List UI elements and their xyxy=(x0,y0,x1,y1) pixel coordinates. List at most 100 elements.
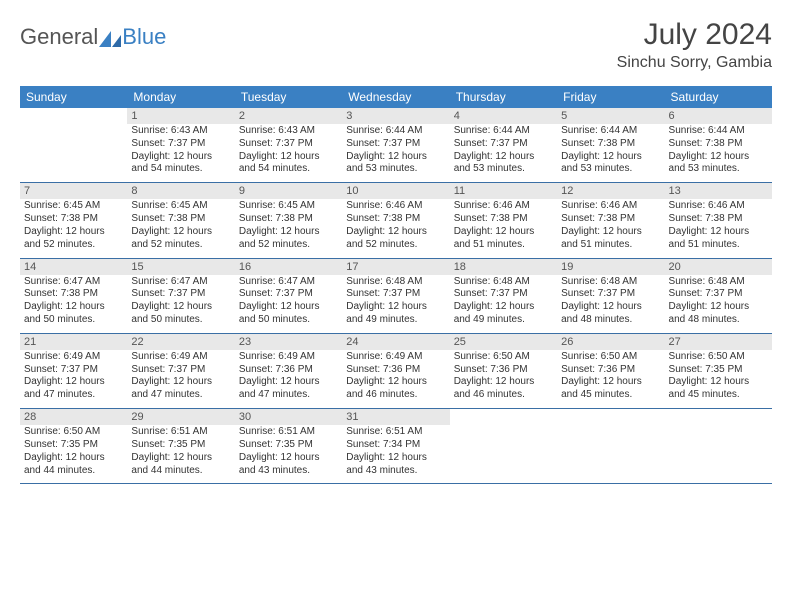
week-row: 21Sunrise: 6:49 AMSunset: 7:37 PMDayligh… xyxy=(20,334,772,409)
day-cell: 6Sunrise: 6:44 AMSunset: 7:38 PMDaylight… xyxy=(665,108,772,182)
sunset-line: Sunset: 7:38 PM xyxy=(239,213,338,226)
dow-cell: Sunday xyxy=(20,86,127,108)
day-number: 24 xyxy=(342,334,449,350)
daylight-line: Daylight: 12 hours and 46 minutes. xyxy=(454,376,553,402)
day-number: 19 xyxy=(557,259,664,275)
day-body: Sunrise: 6:45 AMSunset: 7:38 PMDaylight:… xyxy=(127,199,234,257)
day-cell: 26Sunrise: 6:50 AMSunset: 7:36 PMDayligh… xyxy=(557,334,664,408)
day-number: 25 xyxy=(450,334,557,350)
sunset-line: Sunset: 7:37 PM xyxy=(454,288,553,301)
sunrise-line: Sunrise: 6:48 AM xyxy=(669,276,768,289)
day-cell xyxy=(450,409,557,483)
sunrise-line: Sunrise: 6:46 AM xyxy=(561,200,660,213)
day-body: Sunrise: 6:49 AMSunset: 7:36 PMDaylight:… xyxy=(342,350,449,408)
sunset-line: Sunset: 7:36 PM xyxy=(239,364,338,377)
sunrise-line: Sunrise: 6:47 AM xyxy=(239,276,338,289)
dow-cell: Saturday xyxy=(665,86,772,108)
sunset-line: Sunset: 7:35 PM xyxy=(239,439,338,452)
day-body: Sunrise: 6:44 AMSunset: 7:37 PMDaylight:… xyxy=(450,124,557,182)
sunrise-line: Sunrise: 6:48 AM xyxy=(346,276,445,289)
sunrise-line: Sunrise: 6:49 AM xyxy=(239,351,338,364)
day-cell: 28Sunrise: 6:50 AMSunset: 7:35 PMDayligh… xyxy=(20,409,127,483)
sunrise-line: Sunrise: 6:50 AM xyxy=(561,351,660,364)
daylight-line: Daylight: 12 hours and 53 minutes. xyxy=(669,151,768,177)
day-body: Sunrise: 6:47 AMSunset: 7:37 PMDaylight:… xyxy=(127,275,234,333)
day-cell: 4Sunrise: 6:44 AMSunset: 7:37 PMDaylight… xyxy=(450,108,557,182)
logo-sail-icon xyxy=(99,31,121,47)
sunrise-line: Sunrise: 6:45 AM xyxy=(24,200,123,213)
day-body: Sunrise: 6:43 AMSunset: 7:37 PMDaylight:… xyxy=(235,124,342,182)
logo-text-general: General xyxy=(20,24,98,50)
week-row: 14Sunrise: 6:47 AMSunset: 7:38 PMDayligh… xyxy=(20,259,772,334)
day-number: 17 xyxy=(342,259,449,275)
day-body: Sunrise: 6:48 AMSunset: 7:37 PMDaylight:… xyxy=(557,275,664,333)
day-cell: 24Sunrise: 6:49 AMSunset: 7:36 PMDayligh… xyxy=(342,334,449,408)
title-block: July 2024 Sinchu Sorry, Gambia xyxy=(617,18,772,72)
month-title: July 2024 xyxy=(617,18,772,52)
day-body: Sunrise: 6:46 AMSunset: 7:38 PMDaylight:… xyxy=(557,199,664,257)
daylight-line: Daylight: 12 hours and 50 minutes. xyxy=(24,301,123,327)
day-number: 26 xyxy=(557,334,664,350)
daylight-line: Daylight: 12 hours and 49 minutes. xyxy=(454,301,553,327)
day-cell: 1Sunrise: 6:43 AMSunset: 7:37 PMDaylight… xyxy=(127,108,234,182)
day-cell xyxy=(557,409,664,483)
day-cell: 10Sunrise: 6:46 AMSunset: 7:38 PMDayligh… xyxy=(342,183,449,257)
week-row: 28Sunrise: 6:50 AMSunset: 7:35 PMDayligh… xyxy=(20,409,772,484)
dow-cell: Wednesday xyxy=(342,86,449,108)
day-number: 12 xyxy=(557,183,664,199)
sunrise-line: Sunrise: 6:48 AM xyxy=(561,276,660,289)
sunrise-line: Sunrise: 6:46 AM xyxy=(346,200,445,213)
sunset-line: Sunset: 7:37 PM xyxy=(346,138,445,151)
day-body: Sunrise: 6:49 AMSunset: 7:37 PMDaylight:… xyxy=(127,350,234,408)
day-body: Sunrise: 6:49 AMSunset: 7:37 PMDaylight:… xyxy=(20,350,127,408)
day-body: Sunrise: 6:50 AMSunset: 7:35 PMDaylight:… xyxy=(20,425,127,483)
day-body: Sunrise: 6:50 AMSunset: 7:36 PMDaylight:… xyxy=(557,350,664,408)
daylight-line: Daylight: 12 hours and 43 minutes. xyxy=(239,452,338,478)
day-cell: 23Sunrise: 6:49 AMSunset: 7:36 PMDayligh… xyxy=(235,334,342,408)
day-body: Sunrise: 6:48 AMSunset: 7:37 PMDaylight:… xyxy=(665,275,772,333)
day-number: 10 xyxy=(342,183,449,199)
sunrise-line: Sunrise: 6:50 AM xyxy=(669,351,768,364)
day-number: 4 xyxy=(450,108,557,124)
day-cell: 19Sunrise: 6:48 AMSunset: 7:37 PMDayligh… xyxy=(557,259,664,333)
sunset-line: Sunset: 7:36 PM xyxy=(561,364,660,377)
day-number: 6 xyxy=(665,108,772,124)
sunset-line: Sunset: 7:37 PM xyxy=(346,288,445,301)
daylight-line: Daylight: 12 hours and 45 minutes. xyxy=(561,376,660,402)
daylight-line: Daylight: 12 hours and 49 minutes. xyxy=(346,301,445,327)
daylight-line: Daylight: 12 hours and 52 minutes. xyxy=(131,226,230,252)
day-cell: 8Sunrise: 6:45 AMSunset: 7:38 PMDaylight… xyxy=(127,183,234,257)
sunrise-line: Sunrise: 6:51 AM xyxy=(131,426,230,439)
day-body: Sunrise: 6:48 AMSunset: 7:37 PMDaylight:… xyxy=(450,275,557,333)
sunrise-line: Sunrise: 6:43 AM xyxy=(239,125,338,138)
day-cell xyxy=(20,108,127,182)
daylight-line: Daylight: 12 hours and 53 minutes. xyxy=(346,151,445,177)
daylight-line: Daylight: 12 hours and 47 minutes. xyxy=(239,376,338,402)
day-cell: 22Sunrise: 6:49 AMSunset: 7:37 PMDayligh… xyxy=(127,334,234,408)
day-body: Sunrise: 6:49 AMSunset: 7:36 PMDaylight:… xyxy=(235,350,342,408)
day-cell: 11Sunrise: 6:46 AMSunset: 7:38 PMDayligh… xyxy=(450,183,557,257)
daylight-line: Daylight: 12 hours and 45 minutes. xyxy=(669,376,768,402)
daylight-line: Daylight: 12 hours and 43 minutes. xyxy=(346,452,445,478)
sunset-line: Sunset: 7:38 PM xyxy=(24,288,123,301)
sunrise-line: Sunrise: 6:47 AM xyxy=(24,276,123,289)
daylight-line: Daylight: 12 hours and 51 minutes. xyxy=(669,226,768,252)
day-cell: 14Sunrise: 6:47 AMSunset: 7:38 PMDayligh… xyxy=(20,259,127,333)
sunset-line: Sunset: 7:37 PM xyxy=(239,138,338,151)
day-number: 5 xyxy=(557,108,664,124)
sunrise-line: Sunrise: 6:43 AM xyxy=(131,125,230,138)
sunrise-line: Sunrise: 6:51 AM xyxy=(346,426,445,439)
sunset-line: Sunset: 7:37 PM xyxy=(669,288,768,301)
sunrise-line: Sunrise: 6:44 AM xyxy=(454,125,553,138)
daylight-line: Daylight: 12 hours and 44 minutes. xyxy=(24,452,123,478)
day-number: 11 xyxy=(450,183,557,199)
day-cell: 7Sunrise: 6:45 AMSunset: 7:38 PMDaylight… xyxy=(20,183,127,257)
day-number: 31 xyxy=(342,409,449,425)
day-body: Sunrise: 6:45 AMSunset: 7:38 PMDaylight:… xyxy=(20,199,127,257)
day-cell: 30Sunrise: 6:51 AMSunset: 7:35 PMDayligh… xyxy=(235,409,342,483)
sunrise-line: Sunrise: 6:44 AM xyxy=(669,125,768,138)
weeks-container: 1Sunrise: 6:43 AMSunset: 7:37 PMDaylight… xyxy=(20,108,772,484)
daylight-line: Daylight: 12 hours and 48 minutes. xyxy=(561,301,660,327)
day-number: 18 xyxy=(450,259,557,275)
sunset-line: Sunset: 7:37 PM xyxy=(131,288,230,301)
